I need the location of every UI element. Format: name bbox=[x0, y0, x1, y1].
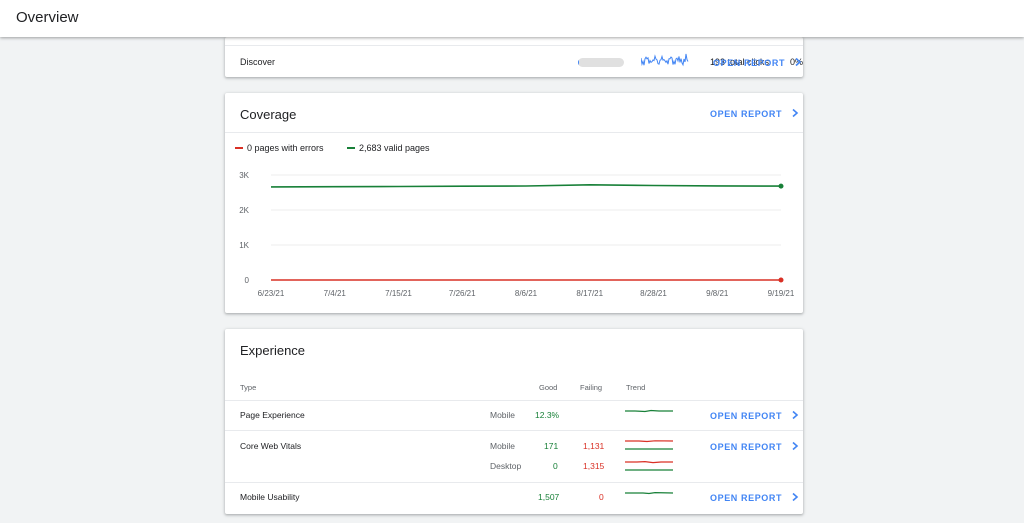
divider bbox=[225, 132, 803, 133]
column-header-failing: Failing bbox=[580, 383, 603, 392]
row-device: Mobile bbox=[490, 441, 516, 451]
chevron-right-icon bbox=[792, 108, 799, 118]
discover-sparkline bbox=[641, 53, 689, 67]
trend-sparkline bbox=[625, 460, 673, 471]
x-tick-label: 7/15/21 bbox=[385, 289, 412, 298]
coverage-chart: 0 1K 2K 3K 6/23/21 7/4/21 7/15/21 7/26/21 8/6/21… bbox=[239, 171, 795, 298]
y-tick-label: 0 bbox=[245, 276, 250, 285]
discover-progress-bar bbox=[578, 58, 624, 67]
row-type-mobile-usability: Mobile Usability bbox=[240, 492, 300, 502]
divider bbox=[225, 430, 803, 431]
chevron-right-icon bbox=[792, 441, 799, 451]
row-good-value: 12.3% bbox=[535, 410, 560, 420]
column-header-trend: Trend bbox=[626, 383, 646, 392]
mobile-usability-open-report-button[interactable]: OPEN REPORT bbox=[710, 492, 800, 503]
x-tick-label: 7/4/21 bbox=[324, 289, 347, 298]
row-failing-value: 1,131 bbox=[583, 441, 605, 451]
column-header-type: Type bbox=[240, 383, 257, 392]
x-tick-label: 8/28/21 bbox=[640, 289, 667, 298]
chevron-right-icon bbox=[792, 492, 799, 502]
row-type-page-experience: Page Experience bbox=[240, 410, 305, 420]
series-endpoint bbox=[778, 183, 784, 189]
page-experience-open-report-button[interactable]: OPEN REPORT bbox=[710, 410, 800, 421]
discover-open-report-button[interactable]: OPEN REPORT bbox=[713, 57, 803, 68]
coverage-open-report-button[interactable]: OPEN REPORT bbox=[710, 108, 800, 119]
legend-swatch bbox=[347, 147, 355, 149]
chevron-right-icon bbox=[792, 410, 799, 420]
row-device: Mobile bbox=[490, 410, 516, 420]
row-good-value: 1,507 bbox=[538, 492, 560, 502]
open-report-label: OPEN REPORT bbox=[710, 109, 783, 119]
discover-percent: 0% bbox=[790, 57, 804, 67]
row-failing-value: 1,315 bbox=[583, 461, 605, 471]
series-line-valid bbox=[270, 183, 782, 188]
divider bbox=[225, 400, 803, 401]
legend-label: 0 pages with errors bbox=[247, 143, 324, 153]
y-tick-label: 1K bbox=[239, 241, 249, 250]
trend-sparkline bbox=[625, 440, 673, 450]
row-device: Desktop bbox=[490, 461, 522, 471]
legend-valid[interactable]: 2,683 valid pages bbox=[347, 143, 430, 153]
coverage-title: Coverage bbox=[240, 107, 297, 122]
x-tick-label: 9/8/21 bbox=[706, 289, 729, 298]
legend-swatch bbox=[235, 147, 243, 149]
experience-title: Experience bbox=[240, 343, 306, 358]
trend-sparkline bbox=[625, 491, 673, 495]
discover-label: Discover bbox=[240, 57, 276, 67]
discover-card: Discover 193 total clicks 0% OPEN REPORT bbox=[225, 37, 803, 77]
row-failing-value: 0 bbox=[599, 492, 604, 502]
core-web-vitals-open-report-button[interactable]: OPEN REPORT bbox=[710, 441, 800, 452]
column-header-good: Good bbox=[539, 383, 558, 392]
x-tick-label: 8/17/21 bbox=[576, 289, 603, 298]
row-good-value: 171 bbox=[544, 441, 559, 451]
y-tick-label: 3K bbox=[239, 171, 249, 180]
row-type-core-web-vitals: Core Web Vitals bbox=[240, 441, 302, 451]
open-report-label: OPEN REPORT bbox=[710, 493, 783, 503]
chevron-right-icon bbox=[795, 57, 802, 67]
open-report-label: OPEN REPORT bbox=[710, 442, 783, 452]
x-tick-label: 7/26/21 bbox=[449, 289, 476, 298]
legend-errors[interactable]: 0 pages with errors bbox=[235, 143, 324, 153]
x-tick-label: 8/6/21 bbox=[515, 289, 538, 298]
discover-total-clicks: 193 total clicks bbox=[710, 57, 770, 67]
page-title: Overview bbox=[16, 9, 79, 26]
x-tick-label: 6/23/21 bbox=[258, 289, 285, 298]
y-tick-label: 2K bbox=[239, 206, 249, 215]
top-app-bar: Overview bbox=[0, 0, 1024, 37]
row-good-value: 0 bbox=[553, 461, 558, 471]
divider bbox=[225, 482, 803, 483]
experience-card: Experience Type Good Failing Trend Page … bbox=[225, 329, 803, 514]
trend-sparkline bbox=[625, 409, 673, 413]
open-report-label: OPEN REPORT bbox=[713, 58, 786, 68]
x-tick-label: 9/19/21 bbox=[768, 289, 795, 298]
divider bbox=[225, 45, 803, 46]
open-report-label: OPEN REPORT bbox=[710, 411, 783, 421]
series-endpoint bbox=[778, 277, 784, 283]
legend-label: 2,683 valid pages bbox=[359, 143, 430, 153]
coverage-card: Coverage OPEN REPORT 0 pages with errors… bbox=[225, 93, 803, 313]
